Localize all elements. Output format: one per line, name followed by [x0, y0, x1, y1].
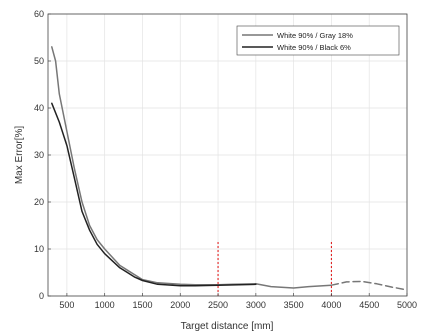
x-tick-label: 4000: [321, 300, 341, 310]
y-tick-labels: 0 10 20 30 40 50 60: [34, 9, 51, 301]
series-line-1: [51, 102, 257, 287]
x-axis-label: Target distance [mm]: [181, 321, 274, 332]
y-tick-label: 30: [34, 150, 44, 160]
y-tick-label: 20: [34, 197, 44, 207]
x-tick-label: 3000: [246, 300, 266, 310]
legend-label-black: White 90% / Black 6%: [277, 43, 351, 52]
x-tick-label: 5000: [397, 300, 417, 310]
y-tick-label: 0: [39, 291, 44, 301]
x-tick-label: 1500: [132, 300, 152, 310]
x-tick-label: 500: [59, 300, 74, 310]
x-tick-label: 2500: [208, 300, 228, 310]
y-tick-label: 40: [34, 103, 44, 113]
legend: White 90% / Gray 18% White 90% / Black 6…: [236, 25, 400, 56]
y-tick-label: 60: [34, 9, 44, 19]
x-tick-label: 1000: [95, 300, 115, 310]
x-tick-label: 3500: [284, 300, 304, 310]
legend-box: [236, 25, 400, 56]
x-tick-label: 2000: [170, 300, 190, 310]
y-tick-label: 50: [34, 56, 44, 66]
series-layer: [51, 46, 408, 291]
x-tick-label: 4500: [359, 300, 379, 310]
marker-layer: [217, 241, 332, 296]
series-line-extrapolated: [330, 280, 408, 291]
y-tick-label: 10: [34, 244, 44, 254]
legend-label-gray: White 90% / Gray 18%: [277, 31, 353, 40]
series-line-0: [51, 46, 333, 289]
x-tick-labels: 500 1000 1500 2000 2500 3000 3500 4000 4500 5000: [59, 293, 417, 310]
y-axis-label: Max Error[%]: [14, 126, 25, 185]
